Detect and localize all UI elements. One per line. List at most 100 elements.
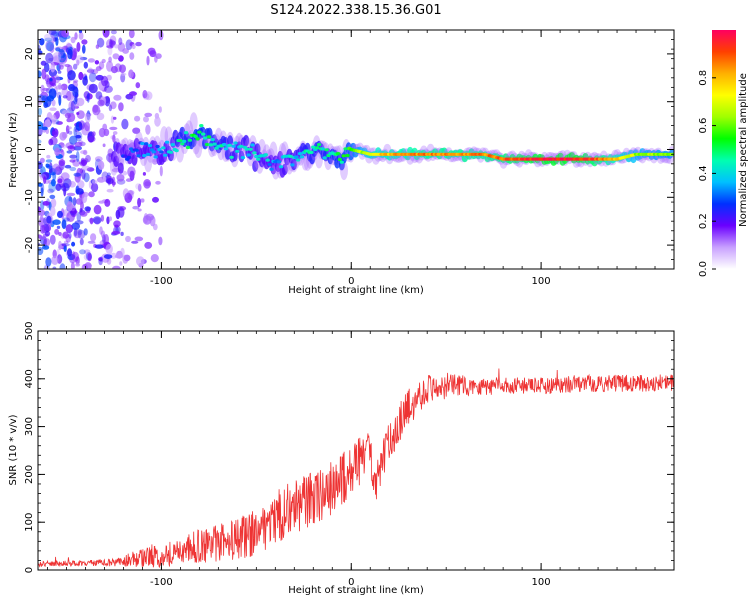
heatmap-cell: [39, 157, 45, 164]
heatmap-cell: [51, 114, 57, 125]
heatmap-cell: [49, 107, 57, 111]
heatmap-cell: [136, 154, 141, 158]
heatmap-cell: [252, 151, 257, 155]
heatmap-cell: [106, 188, 114, 193]
heatmap-cell: [322, 156, 327, 160]
heatmap-cell: [158, 106, 162, 113]
heatmap-cell: [91, 179, 98, 185]
heatmap-cell: [278, 165, 284, 169]
heatmap-cell: [223, 147, 229, 151]
heatmap-cell: [66, 201, 73, 212]
heatmap-cell: [55, 165, 64, 172]
heatmap-cell: [316, 143, 322, 147]
heatmap-cell: [115, 142, 122, 154]
heatmap-cell: [100, 230, 106, 239]
heatmap-cell: [109, 39, 113, 48]
heatmap-x-tick-label: 0: [348, 276, 354, 287]
heatmap-cell: [113, 94, 122, 101]
heatmap-cell: [131, 240, 139, 244]
heatmap-cell: [265, 158, 270, 162]
heatmap-cell: [112, 116, 117, 120]
heatmap-cell: [235, 149, 240, 153]
heatmap-cell: [104, 198, 111, 207]
heatmap-y-tick-label: 20: [24, 48, 35, 61]
heatmap-cell: [118, 55, 124, 62]
heatmap-cell: [105, 243, 113, 255]
heatmap-cell: [51, 34, 55, 44]
heatmap-cell: [44, 37, 53, 42]
heatmap-cell: [164, 140, 170, 144]
heatmap-cell: [86, 92, 90, 103]
heatmap-cell: [153, 155, 158, 159]
heatmap-cell: [189, 112, 198, 132]
heatmap-cell: [134, 148, 139, 152]
heatmap-cell: [108, 104, 113, 112]
heatmap-cell: [75, 131, 83, 142]
heatmap-cell: [91, 182, 99, 193]
heatmap-cell: [46, 154, 51, 159]
colorbar-tick-label: 0.8: [698, 70, 709, 86]
heatmap-cell: [61, 219, 67, 230]
heatmap-cell: [40, 60, 47, 66]
heatmap-cell: [144, 241, 153, 249]
heatmap-cell: [52, 266, 57, 269]
heatmap-cell: [131, 44, 136, 50]
heatmap-cell: [250, 143, 255, 147]
heatmap-cell: [69, 166, 77, 172]
snr-y-tick-label: 400: [24, 369, 35, 388]
heatmap-cell: [76, 42, 81, 52]
heatmap-cell: [43, 176, 47, 185]
heatmap-cell: [54, 147, 61, 156]
heatmap-cell: [142, 90, 148, 99]
heatmap-cell: [73, 126, 77, 137]
heatmap-cell: [116, 174, 125, 182]
heatmap-cell: [122, 48, 129, 54]
snr-y-tick-label: 500: [24, 321, 35, 340]
heatmap-cell: [40, 187, 44, 197]
heatmap-cell: [179, 126, 186, 139]
snr-panel: -100 0 100 0 100 200 300 400 500 Height of strai…: [8, 321, 675, 596]
heatmap-cell: [112, 265, 121, 269]
heatmap-cell: [73, 145, 82, 151]
heatmap-cell: [64, 112, 71, 119]
heatmap-cell: [95, 66, 102, 72]
heatmap-cell: [199, 124, 204, 128]
heatmap-cell: [102, 123, 108, 131]
heatmap-cell: [140, 141, 145, 146]
heatmap-cell: [46, 215, 52, 224]
snr-x-tick-label: 0: [348, 577, 354, 588]
heatmap-cell: [125, 178, 133, 182]
heatmap-cell: [263, 153, 268, 157]
heatmap-cell: [81, 159, 87, 166]
heatmap-cell: [41, 68, 47, 80]
heatmap-cell: [57, 210, 63, 218]
heatmap-cell: [126, 189, 134, 200]
colorbar-label: Normalized spectral amplitude: [738, 73, 749, 227]
heatmap-cell: [297, 152, 303, 156]
heatmap-cell: [169, 141, 178, 161]
heatmap-cell: [52, 171, 57, 181]
heatmap-cell: [73, 227, 78, 237]
heatmap-cell: [238, 144, 244, 148]
heatmap-cell: [115, 209, 121, 220]
heatmap-cell: [51, 179, 56, 187]
heatmap-cell: [108, 56, 112, 63]
heatmap-cell: [52, 52, 62, 62]
heatmap-cell: [48, 68, 58, 77]
heatmap-cell: [74, 32, 78, 40]
heatmap-cell: [231, 144, 236, 148]
heatmap-cell: [124, 192, 133, 203]
heatmap-cell: [84, 121, 90, 132]
heatmap-cell: [107, 178, 111, 186]
heatmap-cell: [98, 61, 105, 70]
heatmap-cell: [144, 142, 149, 146]
heatmap-cell: [202, 136, 208, 140]
heatmap-cell: [70, 262, 75, 269]
heatmap-cell: [82, 44, 86, 54]
heatmap-cell: [55, 110, 60, 119]
heatmap-cell: [122, 188, 129, 199]
heatmap-cell: [62, 95, 68, 99]
heatmap-cell: [50, 62, 56, 73]
heatmap-cell: [106, 178, 114, 184]
